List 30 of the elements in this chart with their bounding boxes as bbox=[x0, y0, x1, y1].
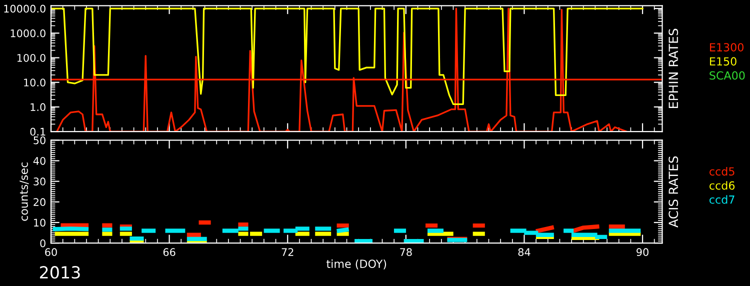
text: ccd5 bbox=[710, 167, 734, 176]
x-tick-label: 60 bbox=[45, 248, 57, 256]
line-series bbox=[51, 8, 644, 105]
text: ccd7 bbox=[710, 195, 734, 204]
text: ccd6 bbox=[710, 181, 735, 190]
x-tick-label: 72 bbox=[282, 248, 294, 256]
text: 2013 bbox=[40, 266, 80, 279]
x-tick-label: 90 bbox=[636, 248, 648, 256]
y-axis-title: counts/sec bbox=[20, 162, 29, 221]
text: E1300 bbox=[710, 43, 744, 52]
x-tick-label: 84 bbox=[518, 248, 530, 256]
text: E150 bbox=[710, 57, 736, 66]
legend-label: SCA00 bbox=[710, 71, 745, 80]
y2-axis-title: ACIS RATES bbox=[668, 156, 678, 228]
y-tick-label: 40 bbox=[33, 156, 46, 165]
x-axis-title: time (DOY) bbox=[326, 259, 386, 270]
x-tick-label: 78 bbox=[400, 248, 412, 256]
y-tick-label: 100.0 bbox=[17, 54, 46, 62]
y-tick-label: 10.0 bbox=[24, 78, 46, 86]
y-tick-label: 20 bbox=[34, 198, 46, 206]
y2-axis-title: EPHIN RATES bbox=[668, 28, 678, 108]
y-tick-label: 50 bbox=[34, 136, 46, 144]
y-tick-label: 0.1 bbox=[30, 128, 46, 136]
y-tick-label: 10000.0 bbox=[4, 4, 46, 13]
y-tick-label: 1.0 bbox=[30, 103, 46, 112]
y-tick-label: 0 bbox=[40, 239, 46, 248]
y-tick-label: 10 bbox=[34, 218, 46, 227]
y-tick-label: 30 bbox=[34, 178, 46, 186]
y-tick-label: 1000.0 bbox=[10, 29, 46, 38]
x-tick-label: 66 bbox=[163, 248, 176, 256]
